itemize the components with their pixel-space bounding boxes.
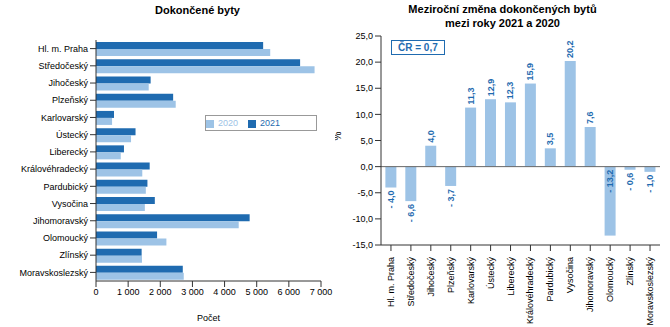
svg-text:-10,0: -10,0 xyxy=(352,214,373,224)
svg-text:Jihomoravský: Jihomoravský xyxy=(33,216,89,226)
svg-text:20,0: 20,0 xyxy=(355,57,373,67)
svg-text:3 000: 3 000 xyxy=(181,287,204,297)
svg-text:Plzeňský: Plzeňský xyxy=(446,257,456,294)
svg-text:Olomoucký: Olomoucký xyxy=(43,233,89,243)
svg-text:5,0: 5,0 xyxy=(360,136,373,146)
svg-text:Počet: Počet xyxy=(197,313,221,323)
svg-text:7,6: 7,6 xyxy=(585,111,595,124)
svg-text:- 6,6: - 6,6 xyxy=(406,204,416,222)
svg-text:12,9: 12,9 xyxy=(486,79,496,97)
svg-text:-5,0: -5,0 xyxy=(357,188,373,198)
svg-text:- 0,6: - 0,6 xyxy=(625,173,635,191)
svg-text:Jihočeský: Jihočeský xyxy=(48,78,88,88)
svg-text:Středočeský: Středočeský xyxy=(406,257,416,307)
svg-text:-15,0: -15,0 xyxy=(352,240,373,250)
svg-text:Středočeský: Středočeský xyxy=(38,61,88,71)
svg-text:Karlovarský: Karlovarský xyxy=(466,257,476,305)
html-text:mezi roky 2021 a 2020: mezi roky 2021 a 2020 xyxy=(445,17,560,29)
svg-text:Pardubický: Pardubický xyxy=(43,182,88,192)
svg-text:Hl. m. Praha: Hl. m. Praha xyxy=(38,44,88,54)
svg-text:0,0: 0,0 xyxy=(360,162,373,172)
svg-text:5 000: 5 000 xyxy=(245,287,268,297)
svg-text:Ústecký: Ústecký xyxy=(56,130,89,140)
svg-text:Pardubický: Pardubický xyxy=(545,257,555,302)
svg-text:Plzeňský: Plzeňský xyxy=(52,95,89,105)
svg-text:- 1,0: - 1,0 xyxy=(645,175,655,193)
svg-text:Olomoucký: Olomoucký xyxy=(605,257,615,303)
svg-text:7 000: 7 000 xyxy=(310,287,333,297)
svg-text:10,0: 10,0 xyxy=(355,110,373,120)
html-text:Meziroční změna dokončených by: Meziroční změna dokončených bytů xyxy=(408,3,597,15)
svg-text:- 3,7: - 3,7 xyxy=(446,189,456,207)
svg-text:20,2: 20,2 xyxy=(565,41,575,59)
svg-text:2 000: 2 000 xyxy=(149,287,172,297)
svg-text:Jihomoravský: Jihomoravský xyxy=(585,257,595,313)
svg-text:1 000: 1 000 xyxy=(117,287,140,297)
svg-text:6 000: 6 000 xyxy=(278,287,301,297)
svg-text:3,5: 3,5 xyxy=(545,133,555,146)
svg-text:Liberecký: Liberecký xyxy=(506,257,516,296)
svg-text:%: % xyxy=(335,132,343,141)
svg-text:Hl. m. Praha: Hl. m. Praha xyxy=(386,257,396,307)
svg-text:4 000: 4 000 xyxy=(213,287,236,297)
html-text:ČR = 0,7: ČR = 0,7 xyxy=(398,42,438,53)
html-text:2020: 2020 xyxy=(218,118,238,128)
svg-text:Ústecký: Ústecký xyxy=(486,257,496,290)
svg-text:Moravskoslezský: Moravskoslezský xyxy=(645,257,655,326)
svg-text:0: 0 xyxy=(93,287,98,297)
svg-text:Zlínský: Zlínský xyxy=(59,250,88,260)
html-text:Dokončené byty: Dokončené byty xyxy=(155,4,240,16)
svg-text:15,0: 15,0 xyxy=(355,83,373,93)
svg-text:Moravskoslezský: Moravskoslezský xyxy=(19,268,88,278)
svg-text:Královéhradecký: Královéhradecký xyxy=(21,164,89,174)
svg-text:11,3: 11,3 xyxy=(466,88,476,105)
svg-text:- 13,2: - 13,2 xyxy=(605,170,615,193)
svg-text:Karlovarský: Karlovarský xyxy=(41,113,89,123)
svg-text:25,0: 25,0 xyxy=(355,31,373,41)
svg-text:Zlínský: Zlínský xyxy=(625,257,635,286)
svg-text:4,0: 4,0 xyxy=(426,130,436,143)
svg-text:15,9: 15,9 xyxy=(525,63,535,81)
svg-text:Liberecký: Liberecký xyxy=(49,147,88,157)
svg-text:Jihočeský: Jihočeský xyxy=(426,257,436,297)
svg-text:Vysočina: Vysočina xyxy=(52,199,88,209)
svg-text:- 4,0: - 4,0 xyxy=(386,191,396,209)
svg-text:Vysočina: Vysočina xyxy=(565,257,575,293)
html-text:2021: 2021 xyxy=(260,118,281,128)
svg-text:12,3: 12,3 xyxy=(505,82,515,100)
svg-text:Královéhradecký: Královéhradecký xyxy=(525,257,535,325)
